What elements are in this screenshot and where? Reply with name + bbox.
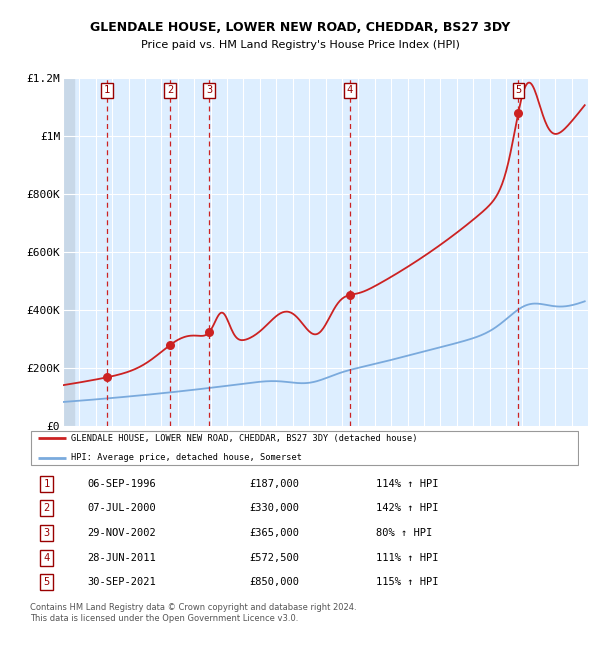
FancyBboxPatch shape: [31, 430, 578, 465]
Text: Price paid vs. HM Land Registry's House Price Index (HPI): Price paid vs. HM Land Registry's House …: [140, 40, 460, 50]
Text: 114% ↑ HPI: 114% ↑ HPI: [376, 478, 439, 489]
Bar: [63, 78, 74, 426]
Text: 30-SEP-2021: 30-SEP-2021: [88, 577, 157, 588]
Text: 06-SEP-1996: 06-SEP-1996: [88, 478, 157, 489]
Text: 3: 3: [206, 85, 212, 96]
Text: 1: 1: [43, 478, 50, 489]
Text: 4: 4: [43, 552, 50, 563]
Text: 5: 5: [43, 577, 50, 588]
Text: 142% ↑ HPI: 142% ↑ HPI: [376, 503, 439, 514]
Text: 111% ↑ HPI: 111% ↑ HPI: [376, 552, 439, 563]
Text: HPI: Average price, detached house, Somerset: HPI: Average price, detached house, Some…: [71, 453, 302, 462]
Text: 1: 1: [104, 85, 110, 96]
Text: 07-JUL-2000: 07-JUL-2000: [88, 503, 157, 514]
Text: 28-JUN-2011: 28-JUN-2011: [88, 552, 157, 563]
Text: £850,000: £850,000: [250, 577, 299, 588]
Text: 4: 4: [347, 85, 353, 96]
Text: 3: 3: [43, 528, 50, 538]
Text: 2: 2: [43, 503, 50, 514]
Text: 5: 5: [515, 85, 521, 96]
Text: £330,000: £330,000: [250, 503, 299, 514]
Text: 29-NOV-2002: 29-NOV-2002: [88, 528, 157, 538]
Text: 115% ↑ HPI: 115% ↑ HPI: [376, 577, 439, 588]
Text: GLENDALE HOUSE, LOWER NEW ROAD, CHEDDAR, BS27 3DY: GLENDALE HOUSE, LOWER NEW ROAD, CHEDDAR,…: [90, 21, 510, 34]
Text: 80% ↑ HPI: 80% ↑ HPI: [376, 528, 432, 538]
Text: £187,000: £187,000: [250, 478, 299, 489]
Text: £365,000: £365,000: [250, 528, 299, 538]
Text: 2: 2: [167, 85, 173, 96]
Text: Contains HM Land Registry data © Crown copyright and database right 2024.
This d: Contains HM Land Registry data © Crown c…: [30, 603, 356, 623]
Text: £572,500: £572,500: [250, 552, 299, 563]
Text: GLENDALE HOUSE, LOWER NEW ROAD, CHEDDAR, BS27 3DY (detached house): GLENDALE HOUSE, LOWER NEW ROAD, CHEDDAR,…: [71, 434, 418, 443]
